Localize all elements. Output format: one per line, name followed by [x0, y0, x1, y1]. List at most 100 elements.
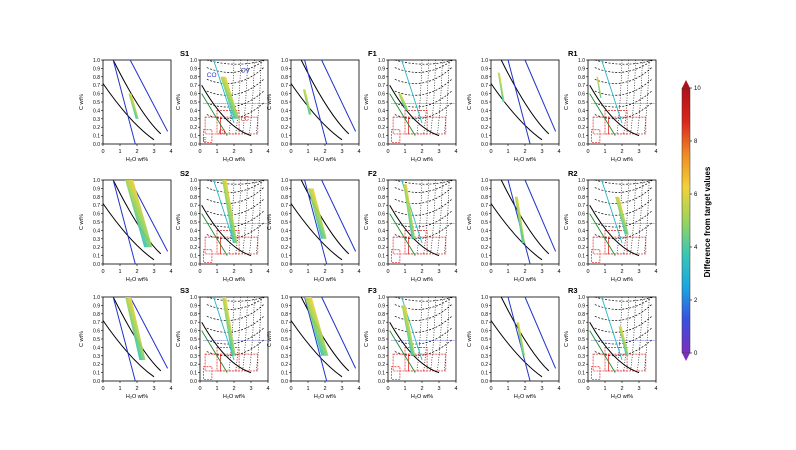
x-tick-label: 2: [232, 149, 235, 155]
boundary-curve: [102, 320, 155, 378]
y-tick-label: 0.1: [190, 134, 197, 140]
dashed-contour: [394, 198, 453, 216]
colored-region: [222, 297, 236, 356]
x-tick-label: 3: [152, 269, 155, 275]
x-tick-label: 0: [489, 149, 492, 155]
y-tick-label: 0.2: [378, 245, 385, 251]
y-tick-label: 0.4: [281, 228, 288, 234]
region-box: [220, 116, 259, 135]
boundary-curve: [589, 204, 640, 257]
region-box: [391, 129, 401, 143]
y-tick-label: 0.6: [481, 329, 488, 335]
region-label: LC: [241, 115, 250, 122]
y-tick-label: 1.0: [378, 295, 385, 301]
panel-tag: S1: [180, 49, 189, 58]
x-tick-label: 0: [101, 269, 104, 275]
dotted-contour: [235, 296, 242, 371]
y-tick-label: 0.5: [481, 100, 488, 106]
region-box: [216, 230, 240, 255]
dashed-contour: [594, 186, 653, 204]
dotted-contour: [623, 296, 630, 371]
dashed-contour: [594, 59, 653, 65]
dotted-contour: [437, 59, 443, 134]
panel-F2-left-frame: [290, 179, 360, 265]
y-tick-label: 0.4: [93, 228, 100, 234]
y-tick-label: 0.2: [281, 362, 288, 368]
region-box: [591, 366, 601, 380]
x-tick-label: 2: [420, 269, 423, 275]
region-box: [204, 236, 221, 255]
y-axis-label: C wt%: [467, 331, 473, 347]
dashed-contour: [594, 66, 653, 84]
x-tick-label: 2: [323, 269, 326, 275]
dotted-contour: [437, 179, 443, 254]
dashed-contour: [594, 209, 653, 228]
dashed-contour: [394, 186, 453, 204]
x-tick-label: 4: [266, 149, 269, 155]
y-tick-label: 0.3: [281, 117, 288, 123]
y-tick-label: 0.9: [281, 303, 288, 309]
region-box: [408, 236, 447, 255]
boundary-curve: [201, 321, 252, 374]
y-tick-label: 0.0: [93, 379, 100, 385]
region-label: CV: [241, 68, 251, 75]
y-tick-label: 0.7: [578, 83, 585, 89]
boundary-curve: [201, 84, 252, 137]
y-axis-label: C wt%: [176, 214, 182, 230]
y-tick-label: 1.0: [578, 58, 585, 64]
y-tick-label: 1.0: [281, 178, 288, 184]
x-tick-label: 4: [357, 386, 360, 392]
x-tick-label: 0: [198, 269, 201, 275]
y-tick-label: 0.0: [190, 142, 197, 148]
x-axis-label: H₂O wt%: [223, 157, 245, 163]
y-tick-label: 0.5: [378, 337, 385, 343]
y-tick-label: 0.2: [281, 125, 288, 131]
x-axis-label: H₂O wt%: [411, 277, 433, 283]
x-tick-label: 1: [118, 269, 121, 275]
y-tick-label: 0.5: [190, 100, 197, 106]
y-tick-label: 0.6: [93, 329, 100, 335]
green-line: [589, 93, 616, 136]
x-tick-label: 4: [654, 269, 657, 275]
x-tick-label: 4: [557, 386, 560, 392]
y-tick-label: 0.1: [481, 134, 488, 140]
dotted-contour: [437, 296, 443, 371]
green-line: [389, 93, 416, 136]
boundary-curve: [589, 321, 640, 374]
x-axis-label: H₂O wt%: [514, 394, 536, 400]
x-axis-label: H₂O wt%: [611, 394, 633, 400]
panel-R1-right: 0 1 2 3 4 0.0 0.1 0.2 0.3 0.4 0.5 0.6 0.7 0.8 0.9 1.0 H₂…: [564, 49, 658, 163]
y-tick-label: 0.0: [378, 142, 385, 148]
boundary-curve: [201, 204, 252, 257]
y-tick-label: 0.0: [578, 142, 585, 148]
y-tick-label: 1.0: [93, 178, 100, 184]
x-axis-label: H₂O wt%: [411, 157, 433, 163]
y-tick-label: 0.7: [93, 203, 100, 209]
colorbar-tick-label: 0: [694, 351, 698, 357]
y-tick-label: 0.5: [93, 100, 100, 106]
isoline-blue: [304, 59, 328, 145]
region-label: CI: [219, 129, 226, 136]
colored-region: [128, 93, 139, 119]
y-tick-label: 0.8: [578, 75, 585, 81]
colorbar-tick-label: 4: [694, 245, 698, 251]
y-axis-label: C wt%: [364, 214, 370, 230]
x-tick-label: 0: [586, 269, 589, 275]
y-tick-label: 1.0: [578, 295, 585, 301]
x-tick-label: 3: [340, 386, 343, 392]
panel-F1-right: 0 1 2 3 4 0.0 0.1 0.2 0.3 0.4 0.5 0.6 0.7 0.8 0.9 1.0 H₂…: [364, 49, 458, 163]
y-axis-label: C wt%: [564, 94, 570, 110]
x-tick-label: 3: [152, 386, 155, 392]
dashed-contour: [594, 221, 653, 240]
dashed-contour: [394, 101, 453, 120]
y-tick-label: 0.9: [281, 66, 288, 72]
y-tick-label: 0.5: [281, 100, 288, 106]
dashed-contour: [206, 303, 265, 321]
x-tick-label: 3: [249, 269, 252, 275]
panel-F3-left: 0 1 2 3 4 0.0 0.1 0.2 0.3 0.4 0.5 0.6 0.7 0.8 0.9 1.0 H₂…: [267, 295, 361, 400]
y-tick-label: 0.2: [481, 245, 488, 251]
y-tick-label: 0.8: [578, 312, 585, 318]
y-tick-label: 0.4: [190, 228, 197, 234]
y-tick-label: 0.4: [578, 228, 585, 234]
x-tick-label: 0: [586, 386, 589, 392]
